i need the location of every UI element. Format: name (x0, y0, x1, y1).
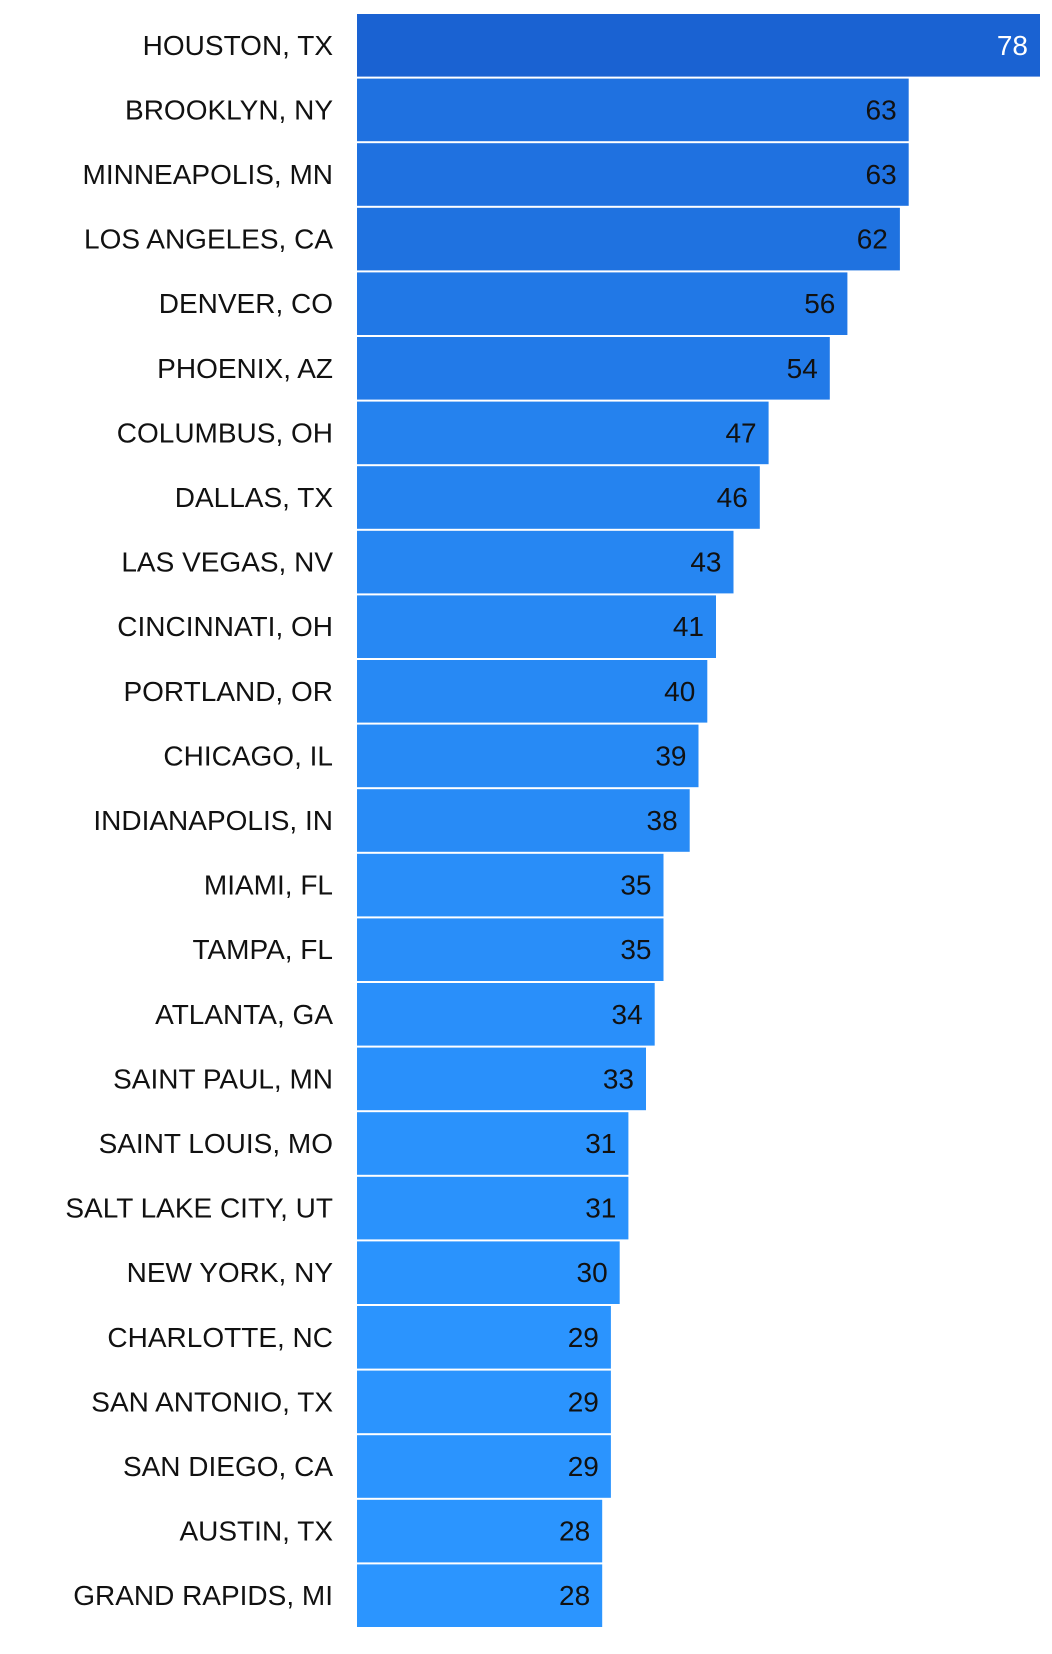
category-label-san-diego-ca: SAN DIEGO, CA (123, 1451, 333, 1482)
value-label-miami-fl: 35 (620, 870, 651, 901)
value-label-phoenix-az: 54 (787, 353, 818, 384)
value-label-san-antonio-tx: 29 (568, 1386, 599, 1417)
bar-portland-or (357, 660, 708, 723)
bar-saint-paul-mn (357, 1047, 646, 1111)
bar-dallas-tx (357, 466, 760, 529)
bar-denver-co (357, 272, 848, 335)
category-label-brooklyn-ny: BROOKLYN, NY (125, 94, 333, 125)
category-label-san-antonio-tx: SAN ANTONIO, TX (91, 1386, 333, 1417)
bar-columbus-oh (357, 401, 769, 465)
category-label-columbus-oh: COLUMBUS, OH (117, 417, 333, 448)
category-label-portland-or: PORTLAND, OR (123, 676, 333, 707)
bar-houston-tx (357, 14, 1040, 77)
bar-austin-tx (357, 1499, 603, 1563)
value-label-grand-rapids-mi: 28 (559, 1580, 590, 1611)
category-label-cincinnati-oh: CINCINNATI, OH (117, 611, 333, 642)
category-label-new-york-ny: NEW YORK, NY (127, 1257, 334, 1288)
category-label-dallas-tx: DALLAS, TX (175, 482, 334, 513)
category-labels: HOUSTON, TX BROOKLYN, NY MINNEAPOLIS, MN LO… (65, 30, 333, 1611)
bars-layer (357, 14, 1040, 1627)
value-label-denver-co: 56 (804, 288, 835, 319)
bar-san-diego-ca (357, 1435, 611, 1498)
category-label-chicago-il: CHICAGO, IL (163, 740, 333, 771)
value-label-saint-paul-mn: 33 (603, 1063, 634, 1094)
bar-salt-lake-city-ut (357, 1176, 629, 1240)
category-label-las-vegas-nv: LAS VEGAS, NV (121, 547, 333, 578)
bar-las-vegas-nv (357, 530, 734, 594)
value-label-austin-tx: 28 (559, 1516, 590, 1547)
bar-phoenix-az (357, 337, 830, 400)
value-label-cincinnati-oh: 41 (673, 611, 704, 642)
value-label-dallas-tx: 46 (717, 482, 748, 513)
value-label-houston-tx: 78 (997, 30, 1028, 61)
value-label-charlotte-nc: 29 (568, 1322, 599, 1353)
value-label-las-vegas-nv: 43 (690, 547, 721, 578)
value-label-indianapolis-in: 38 (647, 805, 678, 836)
value-label-saint-louis-mo: 31 (585, 1128, 616, 1159)
category-label-miami-fl: MIAMI, FL (204, 870, 333, 901)
bar-tampa-fl (357, 918, 664, 981)
bar-saint-louis-mo (357, 1112, 629, 1175)
category-label-houston-tx: HOUSTON, TX (143, 30, 334, 61)
category-label-atlanta-ga: ATLANTA, GA (155, 999, 333, 1030)
category-label-salt-lake-city-ut: SALT LAKE CITY, UT (65, 1193, 333, 1224)
value-label-columbus-oh: 47 (725, 417, 756, 448)
value-label-los-angeles-ca: 62 (857, 224, 888, 255)
category-label-saint-paul-mn: SAINT PAUL, MN (113, 1063, 333, 1094)
value-label-san-diego-ca: 29 (568, 1451, 599, 1482)
bar-charlotte-nc (357, 1306, 611, 1369)
bar-indianapolis-in (357, 789, 690, 852)
category-label-phoenix-az: PHOENIX, AZ (157, 353, 333, 384)
bar-san-antonio-tx (357, 1370, 611, 1434)
category-label-charlotte-nc: CHARLOTTE, NC (107, 1322, 333, 1353)
category-label-indianapolis-in: INDIANAPOLIS, IN (93, 805, 333, 836)
bar-atlanta-ga (357, 983, 655, 1046)
value-label-salt-lake-city-ut: 31 (585, 1193, 616, 1224)
value-labels: 78 63 63 62 56 54 47 46 43 41 40 39 38 35 35 34 33 31 31 30… (559, 30, 1028, 1611)
bar-los-angeles-ca (357, 207, 900, 271)
category-label-minneapolis-mn: MINNEAPOLIS, MN (83, 159, 333, 190)
category-label-saint-louis-mo: SAINT LOUIS, MO (99, 1128, 333, 1159)
bar-brooklyn-ny (357, 78, 909, 142)
category-label-tampa-fl: TAMPA, FL (192, 934, 333, 965)
value-label-brooklyn-ny: 63 (866, 94, 897, 125)
value-label-minneapolis-mn: 63 (866, 159, 897, 190)
bar-miami-fl (357, 853, 664, 917)
bar-cincinnati-oh (357, 595, 716, 658)
value-label-new-york-ny: 30 (577, 1257, 608, 1288)
value-label-portland-or: 40 (664, 676, 695, 707)
bar-chicago-il (357, 724, 699, 788)
value-label-tampa-fl: 35 (620, 934, 651, 965)
category-label-los-angeles-ca: LOS ANGELES, CA (84, 224, 333, 255)
value-label-chicago-il: 39 (655, 740, 686, 771)
bar-minneapolis-mn (357, 143, 909, 206)
bar-new-york-ny (357, 1241, 620, 1304)
value-label-atlanta-ga: 34 (612, 999, 643, 1030)
category-label-denver-co: DENVER, CO (159, 288, 333, 319)
category-label-austin-tx: AUSTIN, TX (179, 1516, 333, 1547)
category-label-grand-rapids-mi: GRAND RAPIDS, MI (73, 1580, 333, 1611)
bar-grand-rapids-mi (357, 1564, 603, 1627)
